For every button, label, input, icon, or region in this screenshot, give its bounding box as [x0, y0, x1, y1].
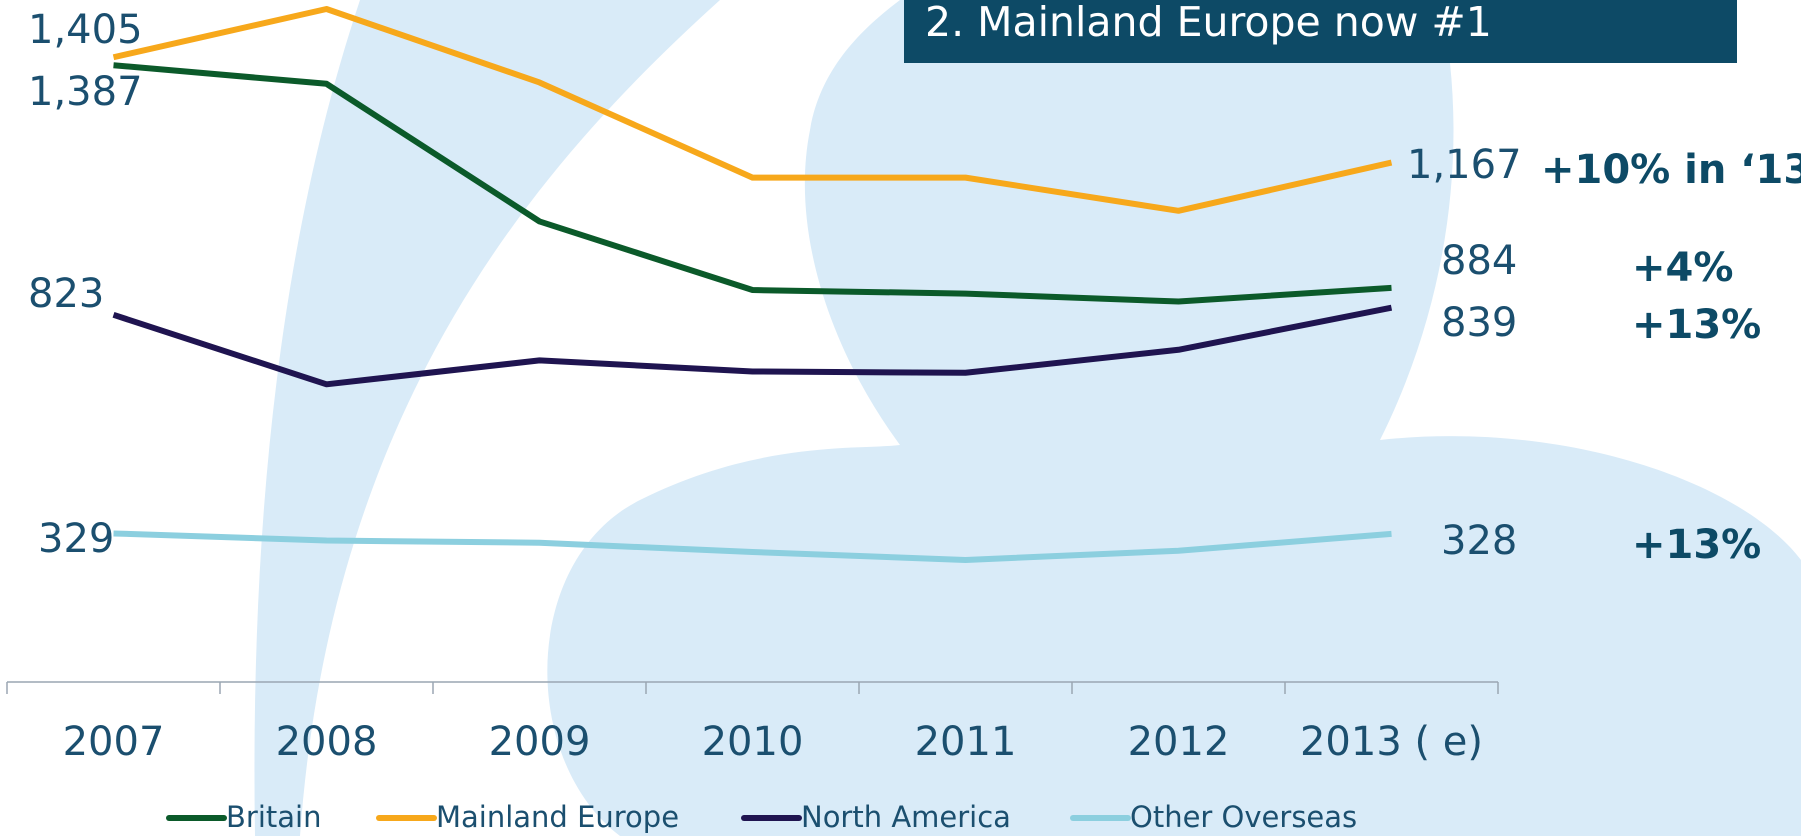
background-shapes: [254, 0, 1801, 836]
change-annotation: +13%: [1632, 522, 1761, 568]
change-annotation: +4%: [1632, 245, 1733, 291]
value-label: 329: [38, 516, 114, 562]
legend-label: Mainland Europe: [436, 800, 679, 834]
change-annotation: +10% in ‘13: [1541, 147, 1801, 193]
value-label: 1,167: [1407, 142, 1522, 188]
legend-label: North America: [801, 800, 1011, 834]
x-tick-label: 2012: [1128, 719, 1230, 765]
value-label: 884: [1441, 238, 1517, 284]
legend-label: Britain: [226, 800, 321, 834]
value-label: 1,405: [28, 7, 143, 53]
x-tick-label: 2010: [702, 719, 804, 765]
value-label: 839: [1441, 300, 1517, 346]
x-tick-label: 2011: [915, 719, 1017, 765]
background-blob: [547, 0, 1801, 836]
chart-title: 2. Mainland Europe now #1: [925, 0, 1492, 46]
legend-label: Other Overseas: [1130, 800, 1357, 834]
value-label: 823: [28, 271, 104, 317]
x-tick-label: 2013 ( e): [1300, 719, 1483, 765]
chart: 2. Mainland Europe now #1 2007 2008 2009 20…: [0, 0, 1801, 836]
value-label: 328: [1441, 518, 1517, 564]
change-annotation: +13%: [1632, 302, 1761, 348]
x-tick-label: 2008: [276, 719, 378, 765]
value-label: 1,387: [28, 69, 143, 115]
x-tick-label: 2007: [63, 719, 165, 765]
x-tick-label: 2009: [489, 719, 591, 765]
